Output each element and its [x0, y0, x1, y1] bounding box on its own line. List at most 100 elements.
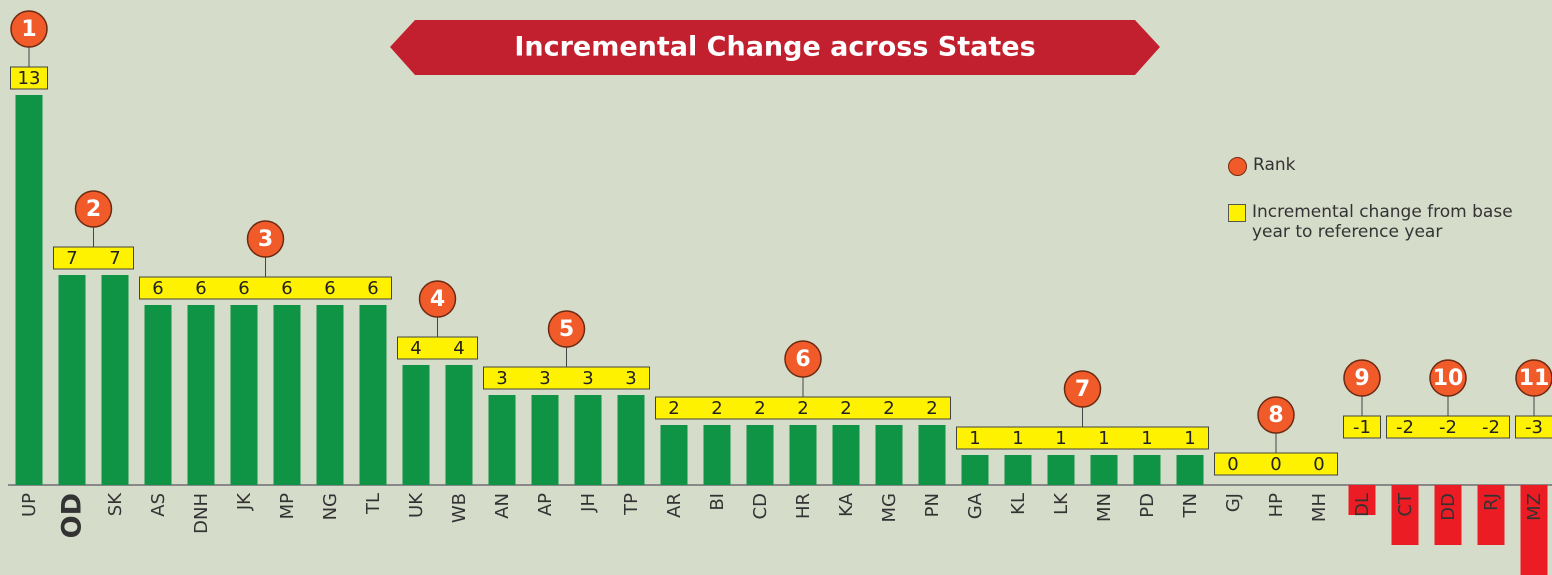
bar: [187, 305, 215, 485]
value-label: 0: [1270, 454, 1281, 475]
value-label: 6: [238, 278, 249, 299]
x-tick-label: RJ: [1481, 493, 1502, 511]
x-tick-label: KA: [836, 492, 857, 516]
legend-swatch: [1228, 204, 1246, 222]
x-tick-label: AS: [148, 493, 169, 517]
value-label: 2: [711, 398, 722, 419]
x-tick-label: GJ: [1223, 493, 1244, 512]
chart-title: Incremental Change across States: [514, 32, 1035, 63]
rank-label: 10: [1433, 366, 1464, 391]
rank-label: 2: [86, 197, 101, 222]
rank-label: 7: [1075, 377, 1090, 402]
value-label: -2: [1439, 417, 1457, 438]
value-label: 6: [152, 278, 163, 299]
x-tick-label: CT: [1395, 492, 1416, 517]
value-label: 2: [883, 398, 894, 419]
bar: [273, 305, 301, 485]
legend-change: Incremental change from base year to ref…: [1228, 202, 1548, 242]
bar: [1477, 485, 1505, 545]
value-label: 2: [668, 398, 679, 419]
value-label: 6: [281, 278, 292, 299]
bar: [402, 365, 430, 485]
x-tick-label: MG: [879, 493, 900, 522]
bar: [58, 275, 86, 485]
x-tick-label: SK: [105, 492, 126, 516]
value-label: 2: [797, 398, 808, 419]
rank-badge: [1515, 359, 1552, 397]
value-label: -1: [1353, 417, 1371, 438]
value-label: 3: [496, 368, 507, 389]
value-label: 2: [926, 398, 937, 419]
bar: [918, 425, 946, 485]
x-tick-label: DD: [1438, 493, 1459, 521]
value-label: 13: [18, 68, 41, 89]
bar: [875, 425, 903, 485]
value-label: 2: [840, 398, 851, 419]
x-tick-label: JH: [578, 493, 599, 513]
x-tick-label: TL: [363, 493, 384, 515]
bar: [961, 455, 989, 485]
bar: [617, 395, 645, 485]
x-tick-label: HR: [793, 493, 814, 519]
x-tick-label: GA: [965, 492, 986, 519]
bar: [316, 305, 344, 485]
rank-badge: [10, 10, 48, 48]
value-label: 0: [1313, 454, 1324, 475]
bar: [359, 305, 387, 485]
rank-label: 8: [1268, 403, 1283, 428]
x-tick-label: UK: [406, 492, 427, 518]
value-label: 3: [539, 368, 550, 389]
value-label: 1: [969, 428, 980, 449]
x-tick-label: MP: [277, 493, 298, 520]
rank-badge: [418, 280, 457, 318]
legend-label: Incremental change from base year to ref…: [1252, 202, 1513, 242]
bar: [1004, 455, 1032, 485]
bar: [1176, 455, 1204, 485]
legend-swatch: [1228, 157, 1247, 176]
x-tick-label: TP: [621, 493, 642, 516]
bar: [1047, 455, 1075, 485]
rank-label: 9: [1354, 366, 1369, 391]
bar: [144, 305, 172, 485]
value-label: -2: [1396, 417, 1414, 438]
legend-label: Rank: [1253, 155, 1296, 175]
value-label: 6: [367, 278, 378, 299]
value-label: 4: [410, 338, 421, 359]
x-tick-label: MZ: [1524, 493, 1545, 521]
value-label: 2: [754, 398, 765, 419]
value-label: 3: [625, 368, 636, 389]
value-label: 1: [1055, 428, 1066, 449]
bar: [1348, 485, 1376, 515]
value-label: 1: [1184, 428, 1195, 449]
x-tick-label: JK: [234, 492, 255, 511]
bar: [531, 395, 559, 485]
rank-badge: [1063, 370, 1102, 408]
value-label-box: [139, 276, 392, 300]
bar: [789, 425, 817, 485]
bar: [660, 425, 688, 485]
bar: [703, 425, 731, 485]
rank-badge: [1257, 396, 1295, 434]
bar: [574, 395, 602, 485]
value-label: 1: [1098, 428, 1109, 449]
value-label: 6: [195, 278, 206, 299]
rank-badge: [784, 340, 822, 378]
value-label-box: [956, 426, 1209, 450]
title-banner: [390, 20, 1160, 75]
x-tick-label: UP: [19, 493, 40, 517]
bar: [230, 305, 258, 485]
value-label: 4: [453, 338, 464, 359]
value-label: -3: [1525, 417, 1543, 438]
bar: [1391, 485, 1419, 545]
bar: [1434, 485, 1462, 545]
x-tick-label: TN: [1180, 493, 1201, 518]
rank-label: 1: [21, 17, 36, 42]
bar: [101, 275, 129, 485]
rank-label: 6: [795, 347, 810, 372]
x-tick-label: CD: [750, 493, 771, 519]
x-tick-label: KL: [1008, 493, 1029, 515]
value-label: 3: [582, 368, 593, 389]
x-tick-label: DNH: [191, 493, 212, 534]
x-tick-label: PD: [1137, 493, 1158, 518]
